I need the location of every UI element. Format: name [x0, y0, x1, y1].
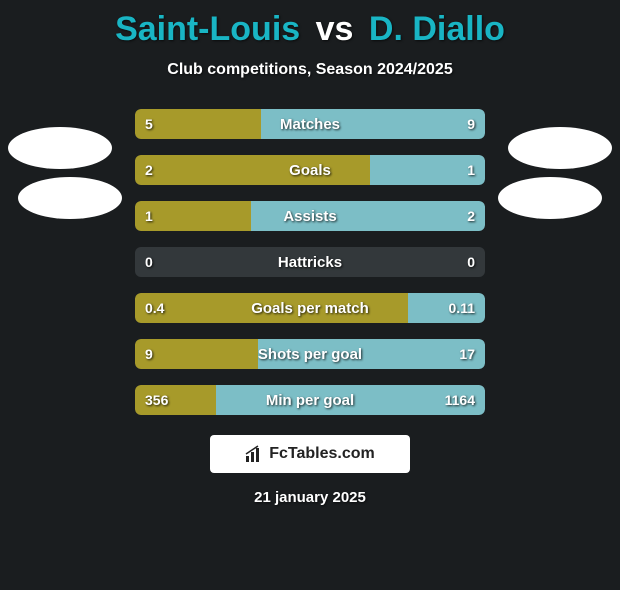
stat-bar: 3561164Min per goal	[135, 385, 485, 415]
stat-bar-fill-right	[408, 293, 485, 323]
player1-name: Saint-Louis	[115, 10, 300, 48]
stat-bar-fill-left	[135, 385, 216, 415]
logo-text: FcTables.com	[269, 445, 375, 463]
stat-bars-container: 59Matches 21Goals 12Assists 0 0Hattricks 0.40…	[135, 109, 485, 415]
footer-date: 21 january 2025	[0, 489, 620, 506]
player1-avatar-bottom	[18, 177, 122, 219]
player2-avatar-bottom	[498, 177, 602, 219]
player2-avatar-top	[508, 127, 612, 169]
stat-bar-fill-right	[216, 385, 486, 415]
stat-label: Hattricks	[135, 247, 485, 277]
subtitle: Club competitions, Season 2024/2025	[0, 61, 620, 79]
stat-bar-fill-right	[370, 155, 486, 185]
player2-name: D. Diallo	[369, 10, 505, 48]
stat-value-right: 0	[467, 247, 475, 277]
stat-bar-fill-left	[135, 109, 261, 139]
stat-bar: 12Assists	[135, 201, 485, 231]
comparison-title: Saint-Louis vs D. Diallo	[0, 10, 620, 49]
stat-bar-fill-right	[258, 339, 486, 369]
stat-bar: 21Goals	[135, 155, 485, 185]
stat-value-left: 0	[145, 247, 153, 277]
stat-bar-fill-left	[135, 339, 258, 369]
stat-bar: 0 0Hattricks	[135, 247, 485, 277]
vs-text: vs	[316, 10, 354, 48]
logo-chart-icon	[245, 445, 263, 463]
stat-bar-fill-left	[135, 293, 408, 323]
stat-bar-fill-left	[135, 155, 370, 185]
fctables-logo[interactable]: FcTables.com	[210, 435, 410, 473]
stat-bar-fill-left	[135, 201, 251, 231]
stat-bar: 0.40.11Goals per match	[135, 293, 485, 323]
player1-avatar-top	[8, 127, 112, 169]
stat-bar-fill-right	[251, 201, 486, 231]
stat-bar: 59Matches	[135, 109, 485, 139]
stat-bar: 917Shots per goal	[135, 339, 485, 369]
stat-bar-fill-right	[261, 109, 485, 139]
